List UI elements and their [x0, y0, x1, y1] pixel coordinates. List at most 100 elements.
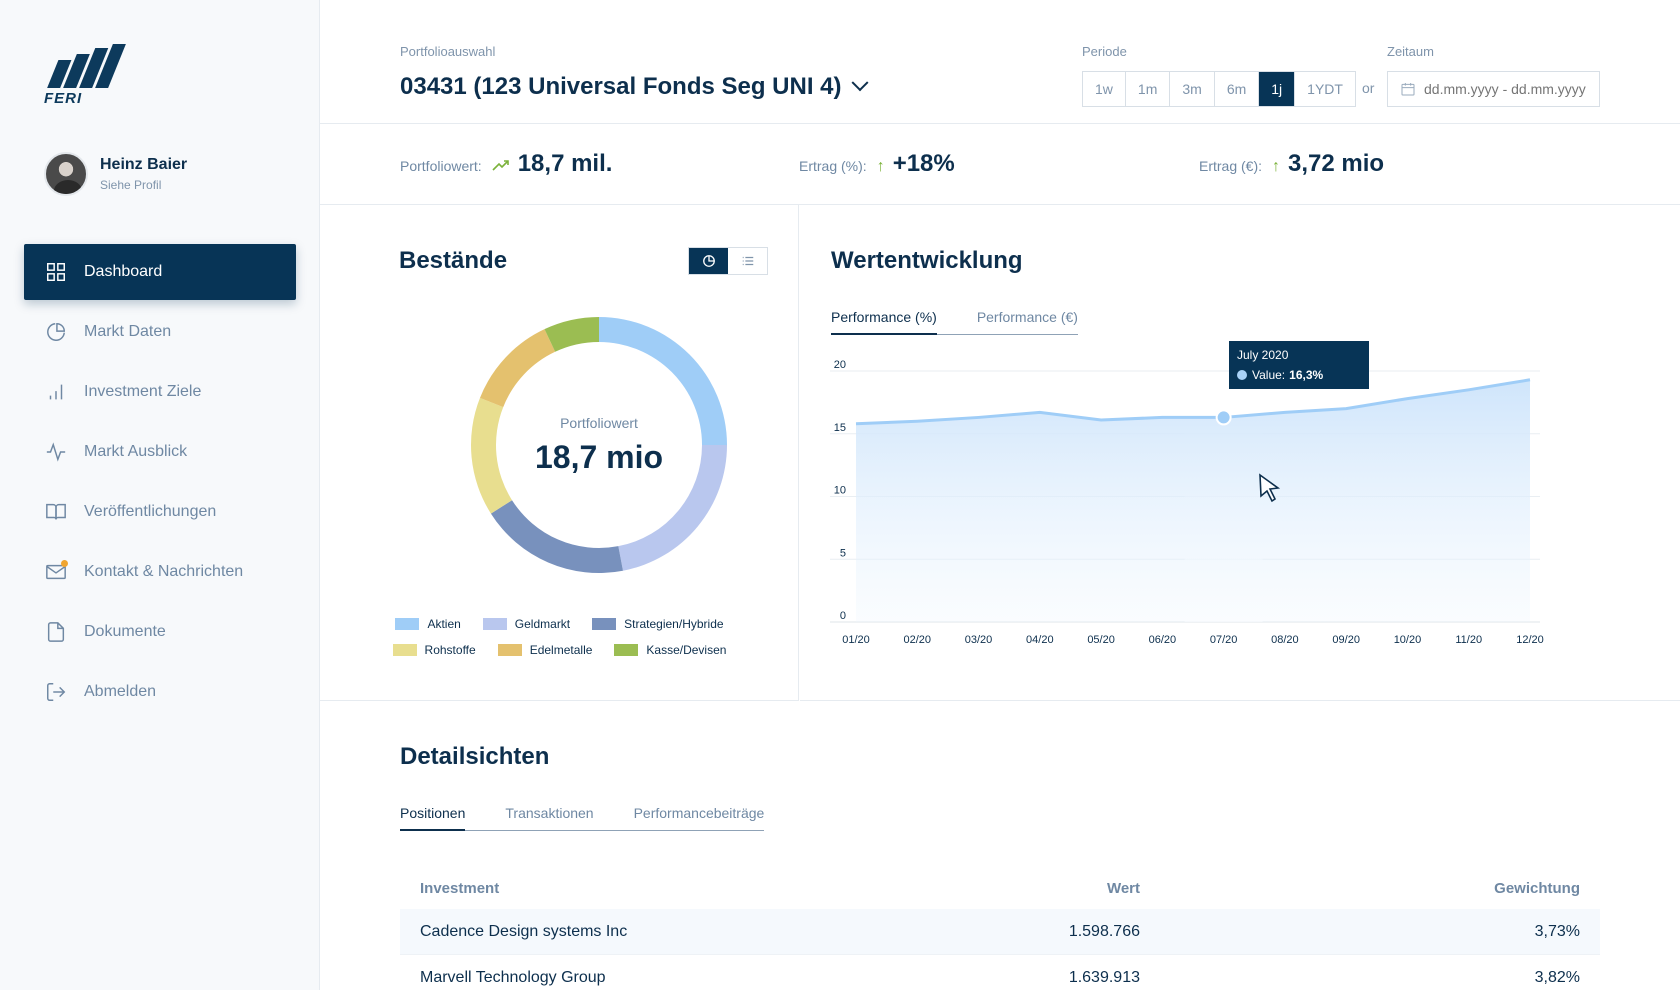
- legend-item-edelmetalle: Edelmetalle: [497, 643, 592, 657]
- tab-transaktionen[interactable]: Transaktionen: [505, 805, 594, 821]
- nav-item-investment-ziele[interactable]: Investment Ziele: [24, 364, 296, 420]
- table-row[interactable]: Marvell Technology Group 1.639.913 3,82%: [400, 955, 1600, 990]
- feri-logo[interactable]: FERI: [44, 44, 126, 107]
- performance-tabs: Performance (%) Performance (€): [831, 309, 1078, 335]
- cell-investment: Cadence Design systems Inc: [420, 922, 628, 940]
- y-tick-label: 15: [834, 422, 846, 434]
- x-tick-label: 07/20: [1210, 634, 1238, 645]
- header: Portfolioauswahl 03431 (123 Universal Fo…: [320, 0, 1680, 124]
- legend-swatch: [392, 644, 417, 656]
- nav-label: Abmelden: [84, 683, 157, 700]
- profile-link[interactable]: Siehe Profil: [100, 178, 162, 192]
- nav-item-kontakt[interactable]: Kontakt & Nachrichten: [24, 544, 296, 600]
- x-tick-label: 01/20: [842, 634, 870, 645]
- detailsichten-panel: Detailsichten Positionen Transaktionen P…: [320, 701, 1680, 990]
- user-name: Heinz Baier: [100, 156, 188, 173]
- legend-swatch: [614, 644, 639, 656]
- legend-label: Kasse/Devisen: [646, 643, 727, 657]
- x-tick-label: 04/20: [1026, 634, 1054, 645]
- legend-item-geldmarkt: Geldmarkt: [482, 617, 571, 631]
- tab-performance-pct[interactable]: Performance (%): [831, 309, 937, 335]
- nav-item-dashboard[interactable]: Dashboard: [24, 244, 296, 300]
- book-icon: [44, 500, 68, 524]
- nav-item-markt-daten[interactable]: Markt Daten: [24, 304, 296, 360]
- donut-center-value: 18,7 mio: [534, 438, 664, 475]
- tooltip-value: 16,3%: [1289, 368, 1324, 382]
- cell-investment: Marvell Technology Group: [420, 969, 606, 986]
- legend-swatch: [395, 618, 420, 630]
- period-3m[interactable]: 3m: [1170, 72, 1215, 106]
- period-1ydt[interactable]: 1YDT: [1307, 81, 1343, 97]
- period-1j[interactable]: 1j: [1259, 72, 1296, 106]
- bar-chart-icon: [44, 380, 68, 404]
- legend-swatch: [482, 618, 507, 630]
- nav-item-dokumente[interactable]: Dokumente: [24, 604, 296, 660]
- pie-chart-icon: [44, 320, 68, 344]
- cell-gewichtung: 3,82%: [1534, 969, 1580, 986]
- donut-slice-edelmetalle[interactable]: [479, 329, 556, 408]
- portfolio-dropdown[interactable]: 03431 (123 Universal Fonds Seg UNI 4): [400, 73, 869, 101]
- x-tick-label: 09/20: [1332, 634, 1360, 645]
- cursor-icon: [1259, 473, 1281, 503]
- period-6m[interactable]: 6m: [1215, 72, 1260, 106]
- tab-performancebeitraege[interactable]: Performancebeiträge: [633, 805, 765, 821]
- list-icon: [742, 256, 753, 266]
- nav-label: Investment Ziele: [84, 383, 202, 400]
- bestaende-panel: Bestände Portfoliowert 18,7 mio Aktien G…: [320, 205, 799, 701]
- column-header-investment[interactable]: Investment: [420, 879, 500, 897]
- notification-badge: [61, 560, 68, 567]
- donut-slice-kasse-devisen[interactable]: [544, 317, 599, 352]
- sidebar: FERI Heinz Baier Siehe Profil Dashboard …: [0, 0, 320, 990]
- donut-slice-geldmarkt[interactable]: [618, 445, 727, 571]
- list-view-button[interactable]: [728, 248, 767, 274]
- area-fill: [856, 379, 1530, 622]
- bestaende-title: Bestände: [399, 247, 508, 274]
- portfolio-label: Portfolioauswahl: [400, 44, 496, 59]
- view-toggle: [688, 247, 768, 275]
- nav-item-abmelden[interactable]: Abmelden: [24, 664, 296, 720]
- period-1m[interactable]: 1m: [1126, 72, 1171, 106]
- kpi-value: +18%: [892, 150, 955, 177]
- table-row[interactable]: Cadence Design systems Inc 1.598.766 3,7…: [400, 909, 1600, 955]
- chart-tooltip: July 2020 Value: 16,3%: [1229, 341, 1369, 389]
- date-range-input[interactable]: [1424, 81, 1594, 97]
- series-line: [855, 378, 1531, 426]
- y-tick-label: 10: [834, 485, 846, 497]
- donut-legend: Aktien Geldmarkt Strategien/Hybride Rohs…: [320, 617, 799, 657]
- kpi-value: 3,72 mio: [1288, 150, 1385, 177]
- legend-item-strategien: Strategien/Hybride: [592, 617, 724, 631]
- date-range: Zeitaum: [1387, 44, 1600, 107]
- donut-slice-rohstoffe[interactable]: [471, 397, 513, 514]
- nav-item-veroeffentlichungen[interactable]: Veröffentlichungen: [24, 484, 296, 540]
- periode-label: Periode: [1082, 44, 1127, 59]
- area-chart[interactable]: 0 5 10 15 20 01/20 02/20 03/20 04/20 05/20 06/20 07…: [800, 205, 1680, 645]
- x-tick-label: 02/20: [904, 634, 932, 645]
- date-range-field[interactable]: [1387, 71, 1600, 107]
- chevron-down-icon: [851, 74, 869, 92]
- positions-table: Investment Wert Gewichtung Cadence Desig…: [400, 867, 1600, 990]
- nav-label: Markt Ausblick: [84, 443, 188, 460]
- donut-slice-aktien[interactable]: [599, 317, 727, 445]
- legend-swatch: [592, 618, 617, 630]
- tooltip-label: Value:: [1252, 368, 1286, 382]
- avatar[interactable]: [44, 152, 88, 196]
- column-header-wert[interactable]: Wert: [1106, 879, 1140, 897]
- cell-gewichtung: 3,73%: [1534, 922, 1580, 940]
- period-1w[interactable]: 1w: [1083, 72, 1126, 106]
- legend-item-rohstoffe: Rohstoffe: [392, 643, 476, 657]
- tab-positionen[interactable]: Positionen: [400, 805, 466, 831]
- user-profile[interactable]: Heinz Baier Siehe Profil: [44, 152, 187, 196]
- pie-chart-icon: [702, 255, 715, 267]
- tab-performance-eur[interactable]: Performance (€): [976, 309, 1078, 325]
- nav-item-markt-ausblick[interactable]: Markt Ausblick: [24, 424, 296, 480]
- column-header-gewichtung[interactable]: Gewichtung: [1494, 879, 1580, 897]
- pie-view-button[interactable]: [689, 248, 728, 274]
- data-point[interactable]: [1215, 409, 1232, 426]
- donut-svg: [471, 317, 727, 573]
- donut-center-label: Portfoliowert: [560, 414, 638, 431]
- tooltip-title: July 2020: [1237, 348, 1289, 362]
- legend-label: Geldmarkt: [514, 617, 571, 631]
- portfolio-selector: Portfolioauswahl 03431 (123 Universal Fo…: [400, 44, 869, 101]
- donut-slice-strategien-hybride[interactable]: [490, 500, 623, 573]
- cell-wert: 1.639.913: [1068, 969, 1140, 986]
